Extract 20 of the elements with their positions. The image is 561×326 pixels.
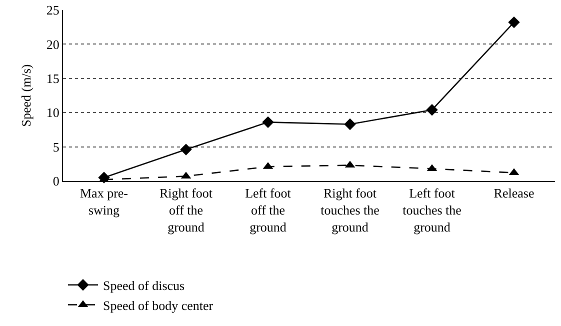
x-tick-label: Release	[494, 186, 534, 201]
legend-label: Speed of body center	[103, 298, 214, 313]
x-tick-label: Right foot touches the ground	[320, 186, 380, 234]
y-tick-label: 5	[52, 139, 60, 154]
y-tick-label: 10	[46, 105, 60, 120]
legend-label: Speed of discus	[103, 278, 185, 293]
y-tick-label: 25	[46, 2, 60, 18]
y-tick-label: 15	[46, 70, 60, 86]
point	[508, 16, 520, 28]
point	[344, 118, 356, 130]
y-tick-label: 20	[46, 36, 60, 52]
point	[262, 116, 274, 128]
point	[426, 104, 438, 116]
x-tick-label: Left foot touches the ground	[402, 186, 462, 234]
x-tick-label: Max pre-swing	[80, 186, 128, 218]
x-tick-label: Left foot off the ground	[245, 186, 292, 234]
y-tick-label: 0	[52, 174, 60, 189]
y-axis-title: Speed (m/s)	[18, 64, 34, 127]
point	[180, 144, 192, 156]
x-tick-label: Right foot off the ground	[159, 186, 213, 234]
